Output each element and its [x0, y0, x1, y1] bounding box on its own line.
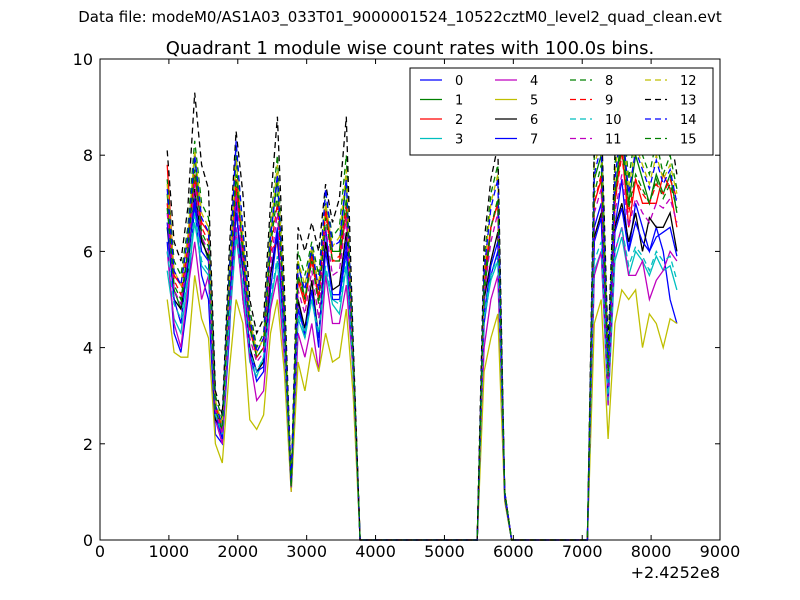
legend-label-10: 10	[605, 113, 622, 128]
legend-label-11: 11	[605, 133, 622, 148]
legend-label-2: 2	[455, 113, 463, 128]
legend-label-13: 13	[680, 94, 697, 109]
chart-title: Quadrant 1 module wise count rates with …	[166, 38, 655, 59]
y-tick-label: 4	[83, 339, 93, 358]
x-tick-label: 0	[95, 542, 105, 561]
legend-label-6: 6	[530, 113, 538, 128]
legend-label-3: 3	[455, 133, 463, 148]
x-tick-label: 7000	[562, 542, 603, 561]
legend-label-0: 0	[455, 74, 463, 89]
legend-box	[409, 67, 714, 156]
legend-label-9: 9	[605, 94, 613, 109]
x-tick-label: 3000	[286, 542, 327, 561]
y-tick-label: 2	[83, 435, 93, 454]
plot-area-frame	[99, 58, 721, 541]
legend-label-15: 15	[680, 133, 697, 148]
series-line-14	[166, 121, 678, 541]
y-tick-label: 8	[83, 146, 93, 165]
y-tick-label: 0	[83, 531, 93, 550]
x-axis: 0 1000 2000 3000 4000 5000 6000 7000 8000 9000	[95, 59, 740, 561]
series-line-5	[166, 275, 678, 541]
y-tick-label: 10	[73, 50, 93, 69]
x-tick-label: 1000	[149, 542, 190, 561]
x-tick-label: 6000	[493, 542, 534, 561]
series-line-0	[166, 179, 678, 541]
series-line-13	[166, 83, 678, 541]
x-tick-label: 5000	[424, 542, 465, 561]
legend-label-4: 4	[530, 74, 538, 89]
legend-label-14: 14	[680, 113, 697, 128]
x-axis-offset-label: +2.4252e8	[631, 563, 720, 582]
x-tick-label: 8000	[631, 542, 672, 561]
y-tick-label: 6	[83, 242, 93, 261]
legend-label-8: 8	[605, 74, 613, 89]
series-line-8	[166, 107, 678, 541]
figure-supertitle: Data file: modeM0/AS1A03_033T01_90000015…	[78, 8, 722, 26]
legend-label-1: 1	[455, 94, 463, 109]
legend-label-7: 7	[530, 133, 538, 148]
legend-label-12: 12	[680, 74, 697, 89]
legend-label-5: 5	[530, 94, 538, 109]
x-tick-label: 4000	[355, 542, 396, 561]
x-tick-label: 2000	[217, 542, 258, 561]
x-tick-label: 9000	[700, 542, 741, 561]
